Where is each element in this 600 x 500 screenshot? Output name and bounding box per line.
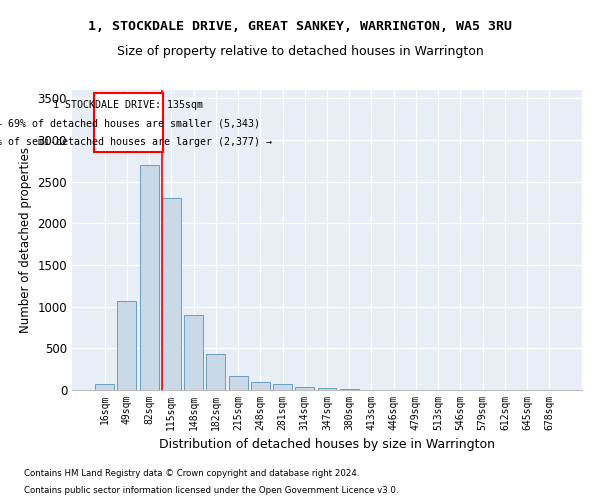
Bar <box>118 301 136 390</box>
Bar <box>295 387 314 390</box>
Text: 1, STOCKDALE DRIVE, GREAT SANKEY, WARRINGTON, WA5 3RU: 1, STOCKDALE DRIVE, GREAT SANKEY, WARRIN… <box>88 20 512 33</box>
Bar <box>340 389 359 390</box>
X-axis label: Distribution of detached houses by size in Warrington: Distribution of detached houses by size … <box>159 438 495 452</box>
Bar <box>273 384 292 390</box>
Bar <box>94 94 163 152</box>
Bar <box>317 388 337 390</box>
Text: Contains public sector information licensed under the Open Government Licence v3: Contains public sector information licen… <box>24 486 398 495</box>
Text: Contains HM Land Registry data © Crown copyright and database right 2024.: Contains HM Land Registry data © Crown c… <box>24 468 359 477</box>
Bar <box>251 382 270 390</box>
Bar <box>162 198 181 390</box>
Text: 1 STOCKDALE DRIVE: 135sqm: 1 STOCKDALE DRIVE: 135sqm <box>53 100 203 110</box>
Y-axis label: Number of detached properties: Number of detached properties <box>19 147 32 333</box>
Bar <box>95 384 114 390</box>
Bar <box>229 376 248 390</box>
Text: Size of property relative to detached houses in Warrington: Size of property relative to detached ho… <box>116 45 484 58</box>
Bar <box>184 315 203 390</box>
Text: ← 69% of detached houses are smaller (5,343): ← 69% of detached houses are smaller (5,… <box>0 118 260 128</box>
Bar <box>140 165 158 390</box>
Text: 31% of semi-detached houses are larger (2,377) →: 31% of semi-detached houses are larger (… <box>0 136 272 146</box>
Bar <box>206 354 225 390</box>
